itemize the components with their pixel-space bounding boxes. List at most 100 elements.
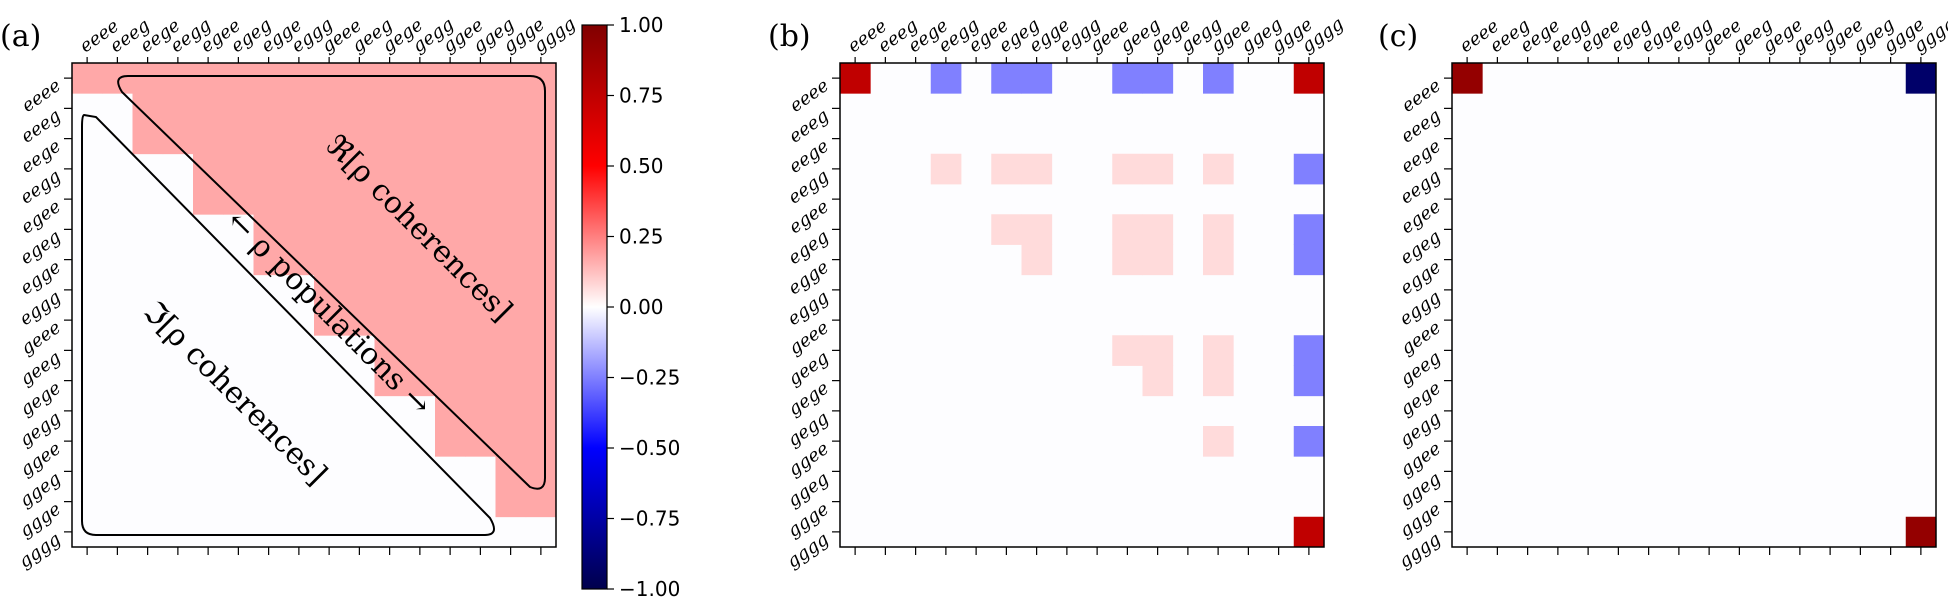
heatmap-a-cell bbox=[283, 153, 315, 185]
heatmap-c-cell bbox=[1905, 516, 1937, 548]
heatmap-a-cell bbox=[525, 184, 557, 215]
heatmap-a-cell bbox=[223, 93, 254, 124]
heatmap-c-row-label: eggg bbox=[1396, 287, 1445, 330]
heatmap-a-cell bbox=[495, 153, 527, 185]
heatmap-a-cell bbox=[465, 63, 496, 94]
heatmap-a-cell bbox=[435, 244, 466, 276]
heatmap-a-cell bbox=[132, 93, 164, 124]
heatmap-a-cell bbox=[314, 305, 345, 336]
heatmap-a-cell bbox=[495, 426, 527, 457]
heatmap-c-row-label: ggeg bbox=[1396, 468, 1445, 511]
heatmap-b-row-label: egeg bbox=[784, 226, 832, 269]
heatmap-a-cell bbox=[374, 365, 406, 397]
heatmap-a-cell bbox=[374, 184, 406, 215]
heatmap-b-cell bbox=[1142, 244, 1174, 276]
heatmap-a-cell bbox=[283, 244, 315, 276]
heatmap-b-row-label: geeg bbox=[784, 347, 832, 390]
heatmap-a-cell bbox=[404, 153, 436, 185]
heatmap-a-cell bbox=[314, 153, 345, 185]
heatmap-a-cell bbox=[314, 93, 345, 124]
heatmap-a-cell bbox=[374, 153, 406, 185]
heatmap-a-cell bbox=[344, 184, 375, 215]
heatmap-a-cell bbox=[344, 63, 375, 94]
heatmap-b-cell bbox=[1112, 244, 1143, 276]
heatmap-a-cell bbox=[162, 93, 194, 124]
heatmap-a-cell bbox=[525, 305, 557, 336]
heatmap-a-cell bbox=[435, 184, 466, 215]
heatmap-b-row-label: eeeg bbox=[785, 105, 833, 147]
heatmap-c-cell bbox=[1905, 63, 1937, 94]
heatmap-b-row-label: eegg bbox=[784, 166, 832, 209]
heatmap-c-row-label: gegg bbox=[1396, 408, 1445, 451]
heatmap-a-cell bbox=[283, 184, 315, 215]
heatmap-b-row-label: gegg bbox=[784, 408, 833, 451]
heatmap-c: eeeeeeeeeeegeeegeegeeegeeeggeeggegeeegee… bbox=[1395, 13, 1948, 572]
heatmap-a-cell bbox=[253, 244, 285, 276]
heatmap-b-cell bbox=[1021, 153, 1053, 185]
heatmap-a-row-label: eggg bbox=[16, 287, 65, 330]
heatmap-a-row-label: ggeg bbox=[16, 468, 65, 511]
heatmap-a-cell bbox=[465, 123, 496, 155]
heatmap-b-cell bbox=[1203, 365, 1234, 397]
colorbar: 1.00 0.75 0.50 0.25 0.00 −0.25 −0.50 −0.75 −1.00 bbox=[581, 13, 680, 601]
heatmap-a-cell bbox=[465, 244, 496, 276]
heatmap-a-cell bbox=[525, 244, 557, 276]
heatmap-a-cell bbox=[435, 214, 466, 245]
heatmap-a-cell bbox=[374, 244, 406, 276]
heatmap-a-row-label: gegg bbox=[16, 408, 65, 451]
colorbar-tick-label: 0.75 bbox=[619, 84, 664, 108]
heatmap-a-cell bbox=[374, 274, 406, 306]
heatmap-a-cell bbox=[525, 123, 557, 155]
heatmap-a-cell bbox=[495, 244, 527, 276]
heatmap-a-cell bbox=[193, 93, 224, 124]
heatmap-b-cell bbox=[1021, 63, 1053, 94]
heatmap-b-cell bbox=[991, 214, 1022, 245]
heatmap-b: eeeeeeeeeeegeeegeegeeegeeeggeeggegeeegee… bbox=[783, 13, 1347, 572]
heatmap-a-cell bbox=[495, 93, 527, 124]
heatmap-a-cell bbox=[253, 93, 285, 124]
heatmap-b-cell bbox=[1021, 244, 1053, 276]
heatmap-a-cell bbox=[223, 123, 254, 155]
heatmap-a-cell bbox=[374, 214, 406, 245]
heatmap-a-cell bbox=[525, 153, 557, 185]
heatmap-a-cell bbox=[465, 395, 496, 427]
heatmap-a-cell bbox=[525, 426, 557, 457]
real-region-outline bbox=[117, 75, 546, 490]
heatmap-a-cell bbox=[465, 365, 496, 397]
heatmap-a-cell bbox=[314, 214, 345, 245]
heatmap-a-cell bbox=[404, 63, 436, 94]
heatmap-a-cell bbox=[314, 63, 345, 94]
heatmap-c-row-label: geeg bbox=[1396, 347, 1444, 390]
heatmap-a-cell bbox=[344, 244, 375, 276]
heatmap-a-frame bbox=[71, 62, 557, 548]
heatmap-b-cell bbox=[1293, 516, 1325, 548]
panel-b-label: (b) bbox=[768, 19, 811, 54]
colorbar-tick-label: 0.50 bbox=[619, 154, 664, 178]
heatmap-a-cell bbox=[495, 365, 527, 397]
colorbar-tick-label: −0.25 bbox=[619, 366, 680, 390]
heatmap-a-cell bbox=[283, 123, 315, 155]
heatmap-a-cell bbox=[283, 63, 315, 94]
heatmap-a-row-label: eeeg bbox=[17, 105, 65, 147]
heatmap-a-cell bbox=[193, 123, 224, 155]
heatmap-a-cell bbox=[465, 426, 496, 457]
heatmap-b-cell bbox=[991, 153, 1022, 185]
heatmap-b-cell bbox=[1142, 335, 1174, 366]
heatmap-a-cell bbox=[435, 365, 466, 397]
heatmap-b-cell bbox=[1112, 214, 1143, 245]
heatmap-b-cell bbox=[1112, 63, 1143, 94]
heatmap-a-cell bbox=[404, 93, 436, 124]
heatmap-c-background bbox=[1452, 63, 1936, 547]
heatmap-a-cell bbox=[374, 63, 406, 94]
heatmap-b-cell bbox=[1293, 335, 1325, 366]
heatmap-b-cell bbox=[840, 63, 871, 94]
colorbar-tick-label: −0.50 bbox=[619, 436, 680, 460]
heatmap-b-cell bbox=[1293, 214, 1325, 245]
heatmap-a-cell bbox=[162, 63, 194, 94]
heatmap-a-cell bbox=[495, 184, 527, 215]
heatmap-c-row-label: eeee bbox=[1398, 75, 1445, 117]
heatmap-a-cell bbox=[465, 335, 496, 366]
heatmap-c-row-label: egeg bbox=[1396, 226, 1444, 269]
heatmap-a-row-label: geeg bbox=[16, 347, 64, 390]
heatmap-a-cell bbox=[193, 153, 224, 185]
